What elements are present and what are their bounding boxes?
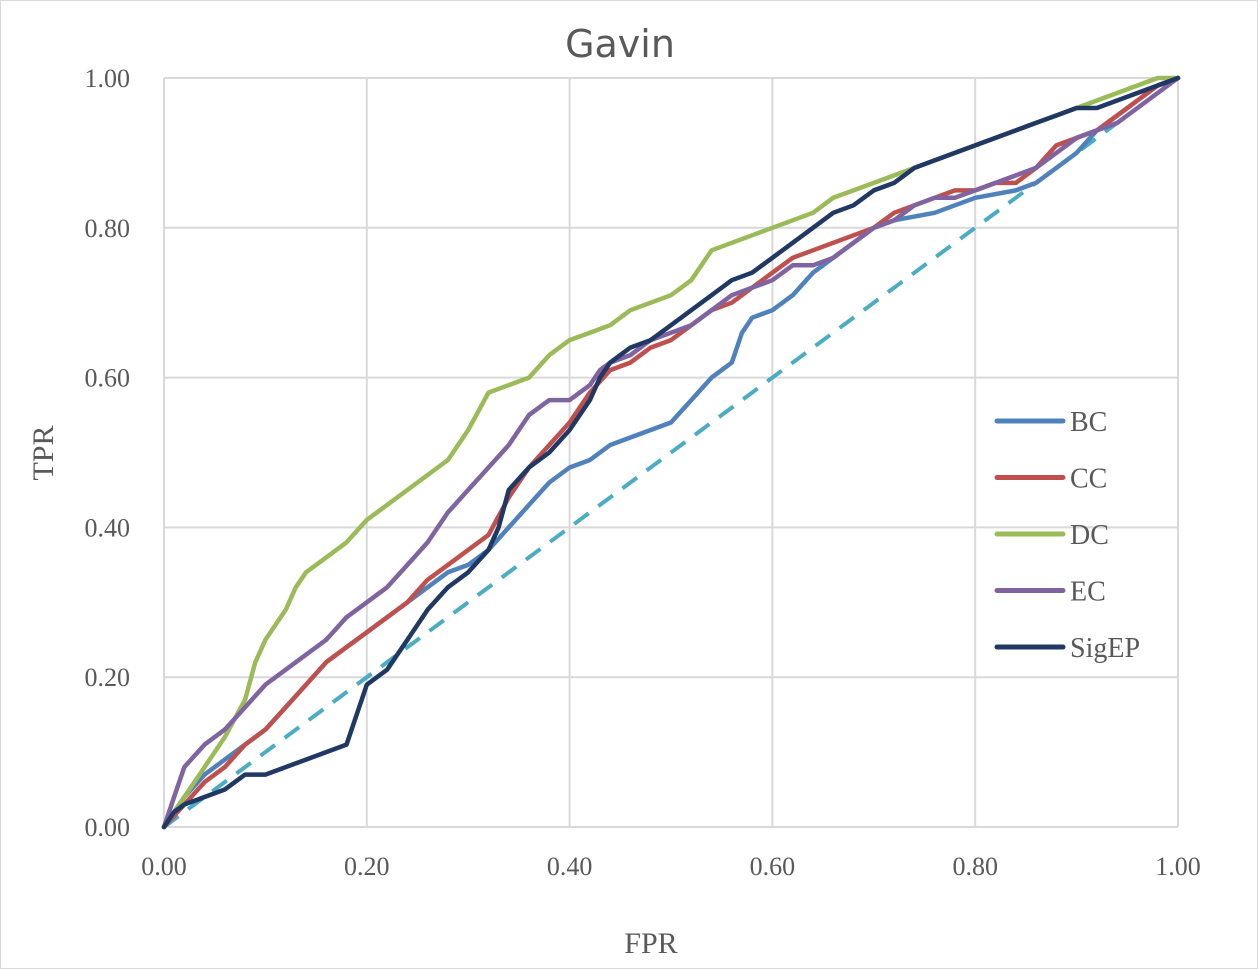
legend-label-sigep: SigEP — [1070, 633, 1140, 664]
y-tick-label: 0.20 — [85, 663, 131, 692]
series-lines — [161, 75, 1181, 830]
y-tick-label: 1.00 — [85, 64, 131, 93]
reference-diagonal-line — [162, 76, 1180, 829]
y-tick-label: 0.80 — [85, 214, 131, 243]
legend-label-bc: BC — [1070, 407, 1107, 438]
y-tick-label: 0.60 — [85, 364, 131, 393]
series-line-cc — [161, 75, 1181, 830]
chart-title: Gavin — [565, 22, 675, 66]
y-axis-title: TPR — [27, 425, 60, 480]
x-axis-title: FPR — [624, 927, 677, 960]
x-tick-label: 0.80 — [952, 852, 998, 881]
y-tick-label: 0.00 — [85, 813, 131, 842]
tick-labels: 0.00 0.20 0.40 0.60 0.80 1.00 0.00 0.20 0.40 0.60… — [85, 64, 1201, 881]
legend-label-cc: CC — [1070, 464, 1107, 495]
legend: BC CC DC EC SigEP — [994, 407, 1140, 664]
y-tick-label: 0.40 — [85, 513, 131, 542]
legend-label-ec: EC — [1070, 577, 1106, 608]
x-tick-label: 1.00 — [1155, 852, 1201, 881]
x-tick-label: 0.40 — [547, 852, 593, 881]
x-tick-label: 0.60 — [750, 852, 796, 881]
x-tick-label: 0.20 — [344, 852, 390, 881]
series-line-sigep — [161, 75, 1181, 830]
gridlines — [163, 77, 1179, 828]
legend-label-dc: DC — [1070, 520, 1109, 551]
x-tick-label: 0.00 — [141, 852, 187, 881]
